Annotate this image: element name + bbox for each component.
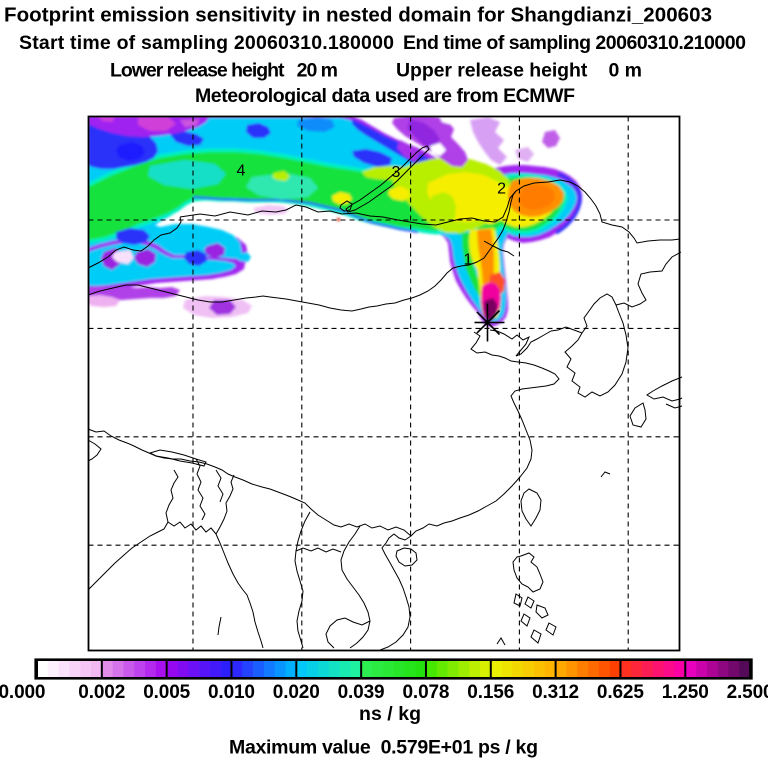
svg-text:1.250: 1.250 — [662, 682, 709, 703]
svg-text:Start time of sampling 2006031: Start time of sampling 20060310.180000 — [19, 32, 394, 54]
svg-text:4: 4 — [236, 163, 245, 180]
svg-text:3: 3 — [392, 164, 401, 181]
svg-text:Lower release height 20 m: Lower release height 20 m — [110, 60, 338, 82]
svg-text:0.002: 0.002 — [78, 682, 125, 703]
svg-text:0.312: 0.312 — [532, 682, 579, 703]
svg-text:0.625: 0.625 — [597, 682, 644, 703]
svg-text:ns / kg: ns / kg — [359, 703, 421, 725]
svg-text:0.000: 0.000 — [0, 682, 46, 703]
svg-text:1: 1 — [463, 252, 472, 269]
svg-text:0.005: 0.005 — [143, 682, 190, 703]
svg-text:Upper release height 0 m: Upper release height 0 m — [396, 60, 642, 82]
svg-text:0.010: 0.010 — [208, 682, 255, 703]
svg-text:0.156: 0.156 — [467, 682, 514, 703]
svg-text:0.020: 0.020 — [273, 682, 320, 703]
svg-text:0.078: 0.078 — [403, 682, 450, 703]
svg-text:End time of sampling 20060310.: End time of sampling 20060310.210000 — [403, 32, 746, 54]
svg-text:Meteorological data used are f: Meteorological data used are from ECMWF — [195, 85, 575, 107]
svg-text:Maximum value 0.579E+01 ps /: Maximum value 0.579E+01 ps / kg — [229, 737, 538, 759]
svg-text:Footprint emission sensitivity: Footprint emission sensitivity in nested… — [4, 4, 712, 27]
svg-text:0.039: 0.039 — [338, 682, 385, 703]
svg-text:2: 2 — [497, 181, 506, 198]
svg-text:2.500: 2.500 — [727, 682, 768, 703]
